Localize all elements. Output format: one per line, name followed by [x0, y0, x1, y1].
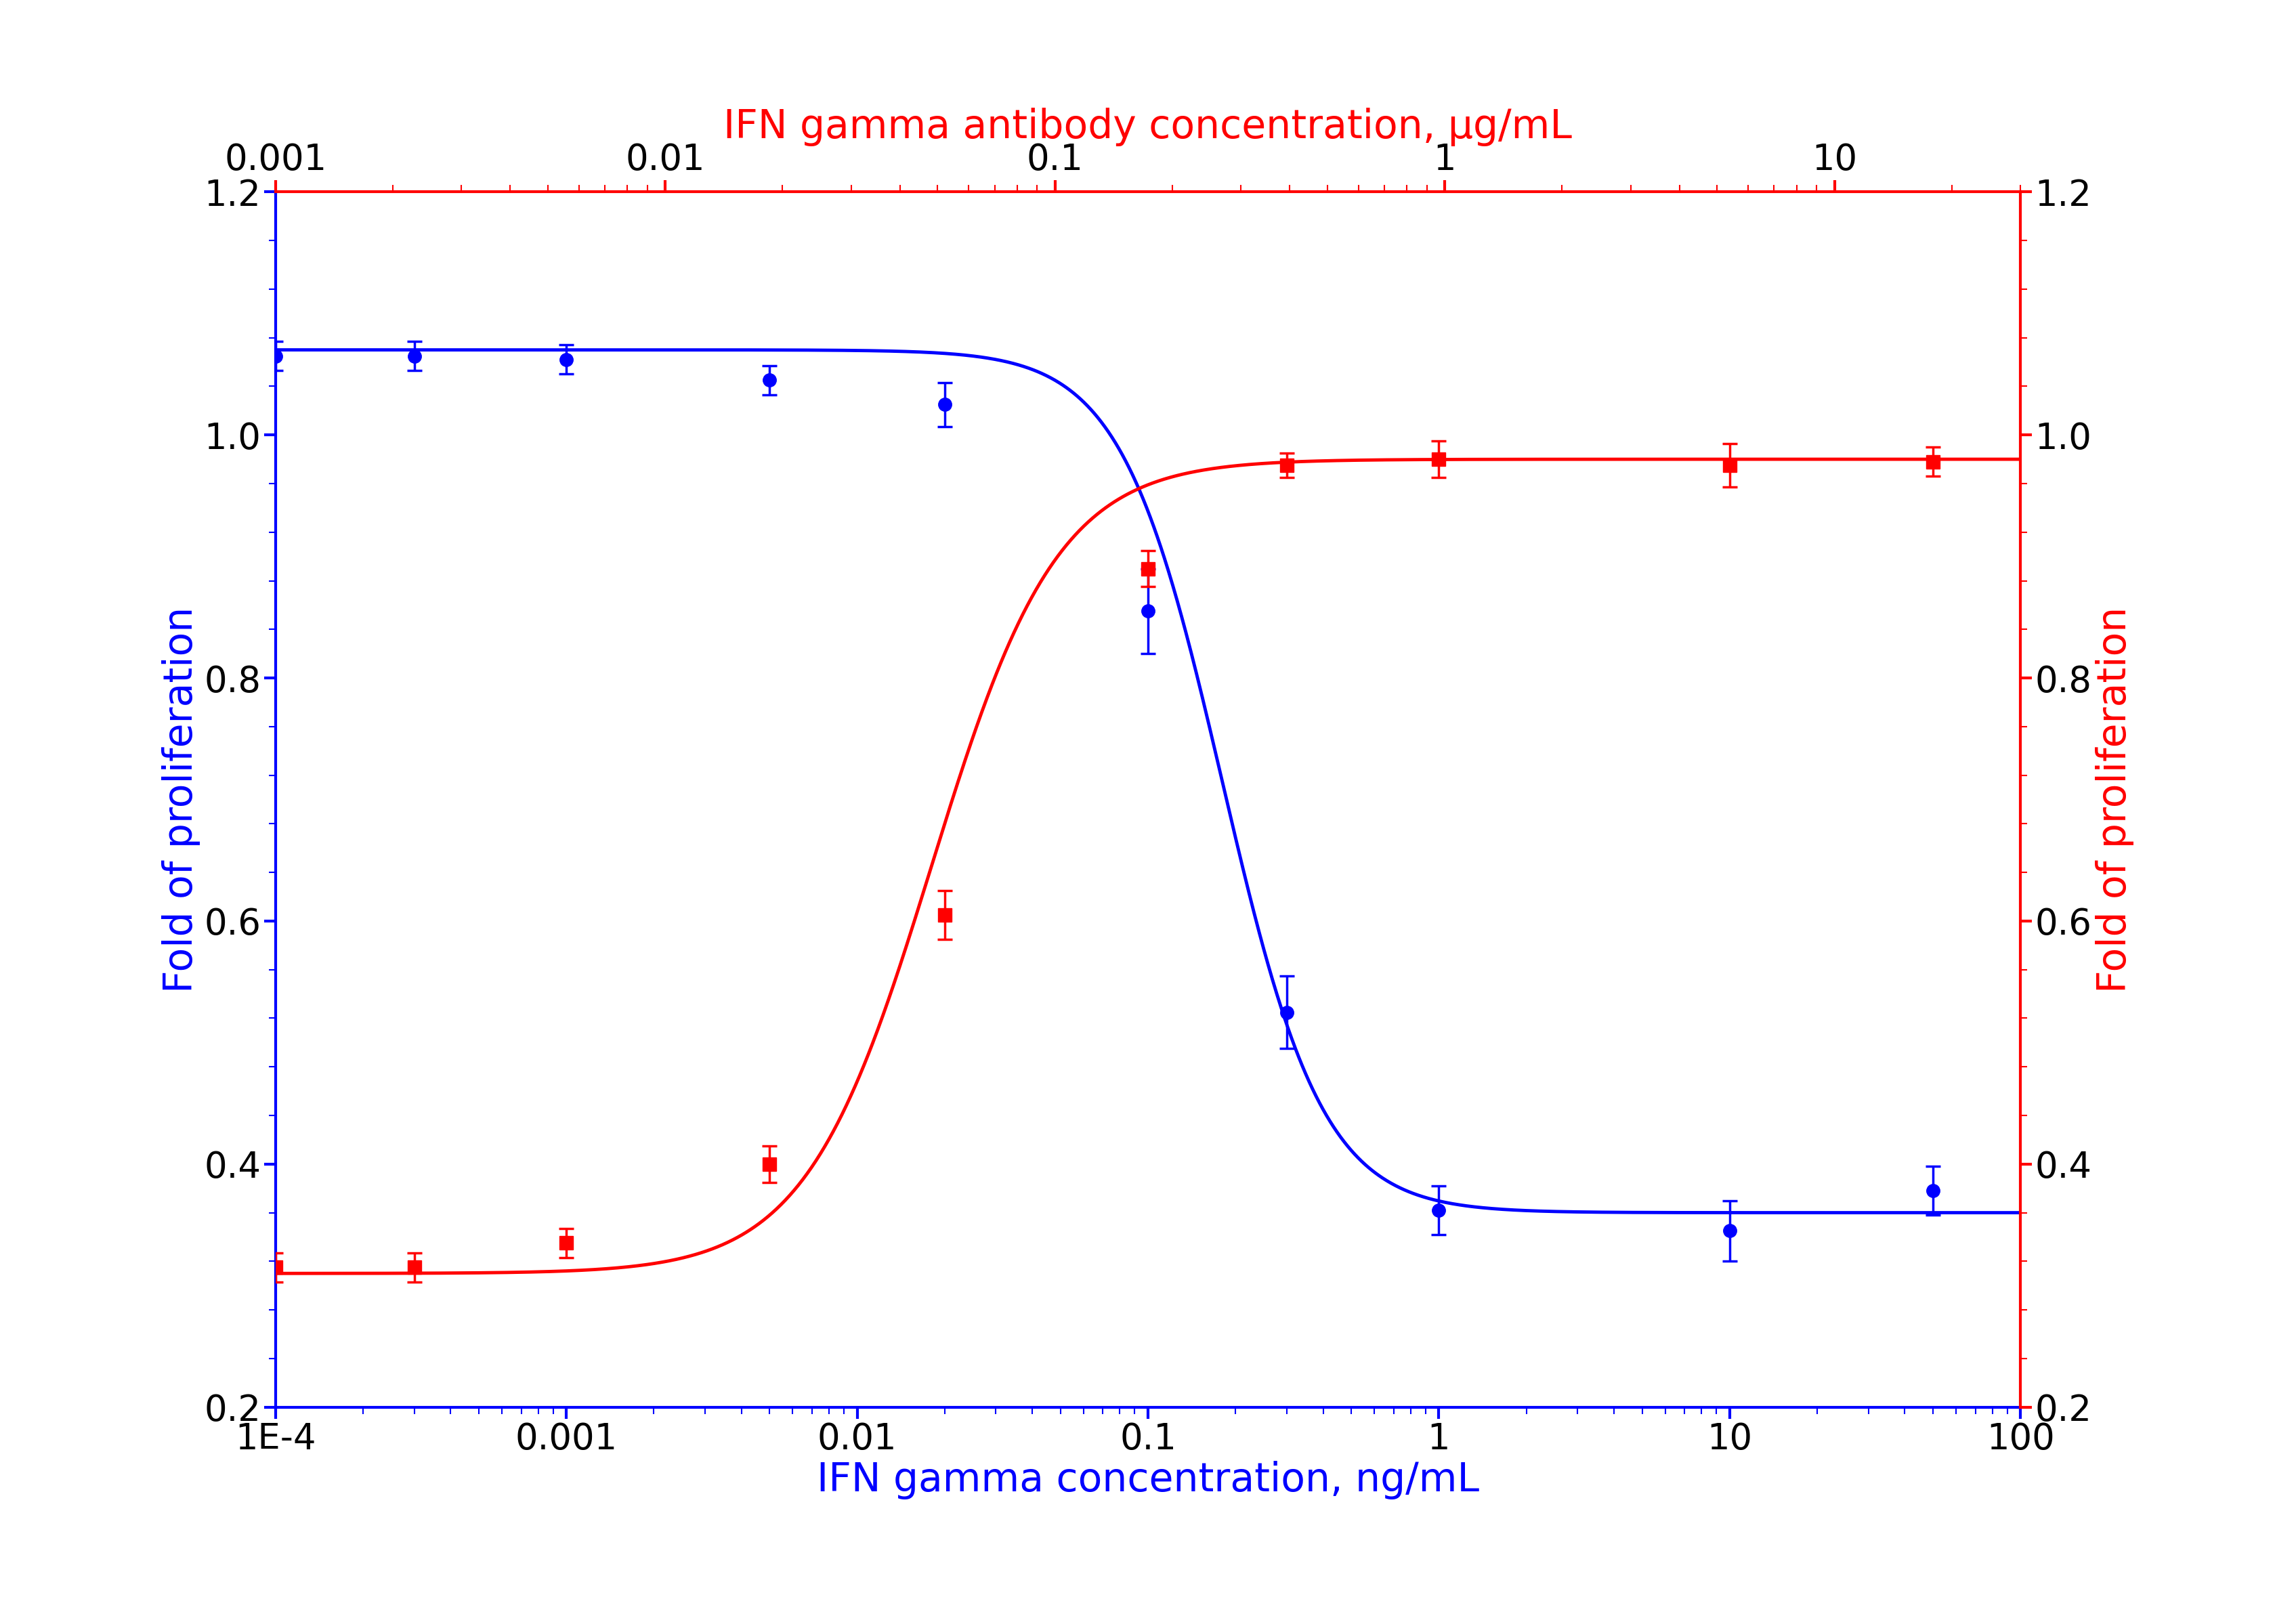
Y-axis label: Fold of proliferation: Fold of proliferation [161, 606, 200, 993]
Y-axis label: Fold of proliferation: Fold of proliferation [2096, 606, 2135, 993]
X-axis label: IFN gamma concentration, ng/mL: IFN gamma concentration, ng/mL [817, 1460, 1479, 1500]
X-axis label: IFN gamma antibody concentration, μg/mL: IFN gamma antibody concentration, μg/mL [723, 107, 1573, 147]
